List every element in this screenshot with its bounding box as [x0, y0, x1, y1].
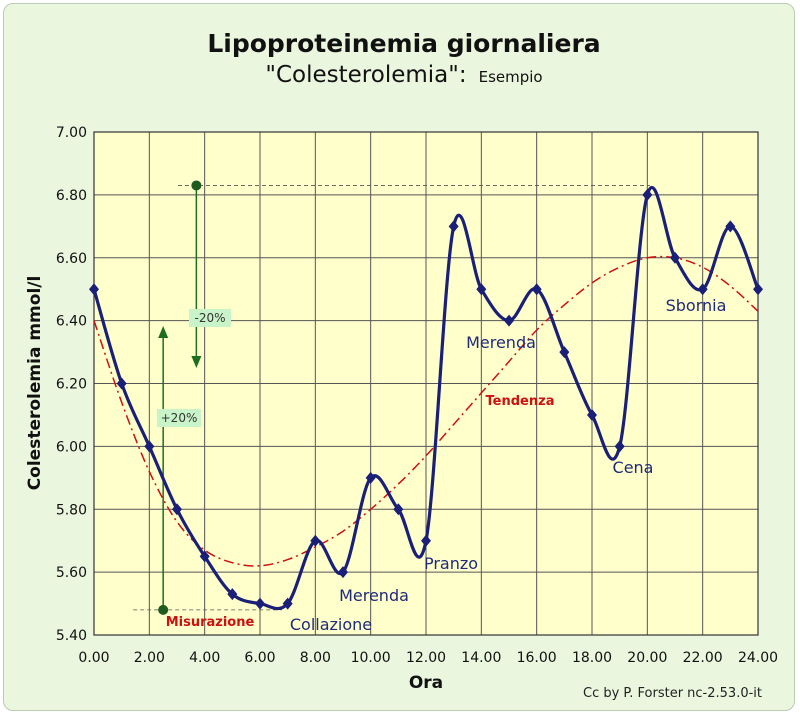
data-point-marker [642, 188, 653, 201]
x-axis-ticks: 0.00 2.00 4.00 6.00 8.00 10.00 12.00 14.00 16.00… [78, 650, 778, 666]
data-point-marker [338, 566, 348, 579]
x-axis-label: Ora [409, 673, 443, 693]
x-tick-label: 0.00 [78, 650, 109, 666]
x-tick-label: 16.00 [517, 650, 557, 666]
minus-badge [189, 309, 231, 327]
plus-badge [157, 409, 201, 427]
upper-point [191, 180, 202, 191]
x-tick-label: 22.00 [683, 650, 723, 666]
data-point-marker [725, 220, 736, 233]
annotation-label: Pranzo [424, 554, 478, 573]
x-tick-label: 24.00 [738, 650, 778, 666]
annotations: Collazione Merenda Pranzo Merenda Cena Sborni… [290, 296, 727, 634]
data-point-marker [365, 471, 376, 484]
data-point-marker [753, 283, 763, 296]
grid [94, 132, 758, 635]
data-point-marker [476, 283, 487, 296]
y-axis-label: Colesterolemia mmol/l [25, 276, 45, 491]
x-tick-label: 18.00 [572, 650, 612, 666]
x-tick-label: 6.00 [244, 650, 275, 666]
data-point-marker [89, 283, 99, 296]
data-point-marker [421, 534, 431, 547]
series-line-tendenza [93, 255, 759, 567]
minus-label: -20% [194, 311, 225, 325]
x-tick-label: 14.00 [461, 650, 501, 666]
chart-title: Lipoproteinemia giornaliera [207, 29, 600, 58]
credit-text: Cc by P. Forster nc-2.53.0-it [583, 686, 762, 701]
data-point-marker [199, 550, 210, 563]
y-tick-label: 5.60 [56, 565, 87, 581]
minus-arrow-head [191, 356, 202, 368]
data-point-marker [448, 220, 459, 233]
annotation-label: Cena [613, 458, 654, 477]
chart-subtitle: "Colesterolemia": Esempio [265, 62, 542, 88]
measurement-point [158, 604, 169, 615]
data-point-marker [697, 283, 708, 296]
data-point-marker [614, 440, 625, 453]
annotation-label: Merenda [339, 586, 409, 605]
series-line-colesterolemia [92, 185, 760, 611]
data-point-marker [559, 346, 570, 359]
x-tick-label: 10.00 [351, 650, 391, 666]
measurement-overlay: -20% +20% Misurazione [133, 180, 650, 630]
data-point-marker [393, 503, 404, 516]
data-point-marker [116, 377, 127, 390]
annotation-label: Collazione [290, 615, 372, 634]
y-tick-label: 6.20 [56, 377, 87, 393]
data-point-marker [504, 314, 514, 327]
y-tick-label: 5.40 [56, 628, 87, 644]
plot-border [93, 131, 759, 636]
data-point-marker [670, 251, 680, 264]
chart-subtitle-main: "Colesterolemia": [265, 62, 466, 88]
y-tick-label: 6.40 [56, 314, 87, 330]
data-point-marker [531, 283, 542, 296]
x-tick-label: 20.00 [627, 650, 667, 666]
x-tick-label: 2.00 [134, 650, 165, 666]
chart-subtitle-small: Esempio [479, 68, 543, 86]
x-tick-label: 12.00 [406, 650, 446, 666]
data-point-marker [144, 440, 155, 453]
y-tick-label: 5.80 [56, 502, 87, 518]
data-point-marker [255, 597, 265, 610]
y-axis-ticks: 5.40 5.60 5.80 6.00 6.20 6.40 6.60 6.80 7.00 [56, 125, 87, 644]
y-tick-label: 6.00 [56, 439, 87, 455]
y-tick-label: 7.00 [56, 125, 87, 141]
y-tick-label: 6.60 [56, 251, 87, 267]
data-point-marker [227, 588, 238, 601]
data-point-marker [172, 503, 182, 516]
series-layer: Tendenza [89, 185, 763, 611]
data-point-marker [587, 408, 597, 421]
x-tick-label: 4.00 [189, 650, 220, 666]
trend-label: Tendenza [486, 394, 555, 409]
data-point-marker [310, 534, 321, 547]
plus-arrow-head [158, 326, 169, 338]
y-tick-label: 6.80 [56, 188, 87, 204]
measurement-label: Misurazione [166, 615, 255, 630]
annotation-label: Sbornia [666, 296, 727, 315]
x-tick-label: 8.00 [300, 650, 331, 666]
plus-label: +20% [161, 411, 198, 425]
data-point-marker [282, 597, 293, 610]
annotation-label: Merenda [466, 333, 536, 352]
